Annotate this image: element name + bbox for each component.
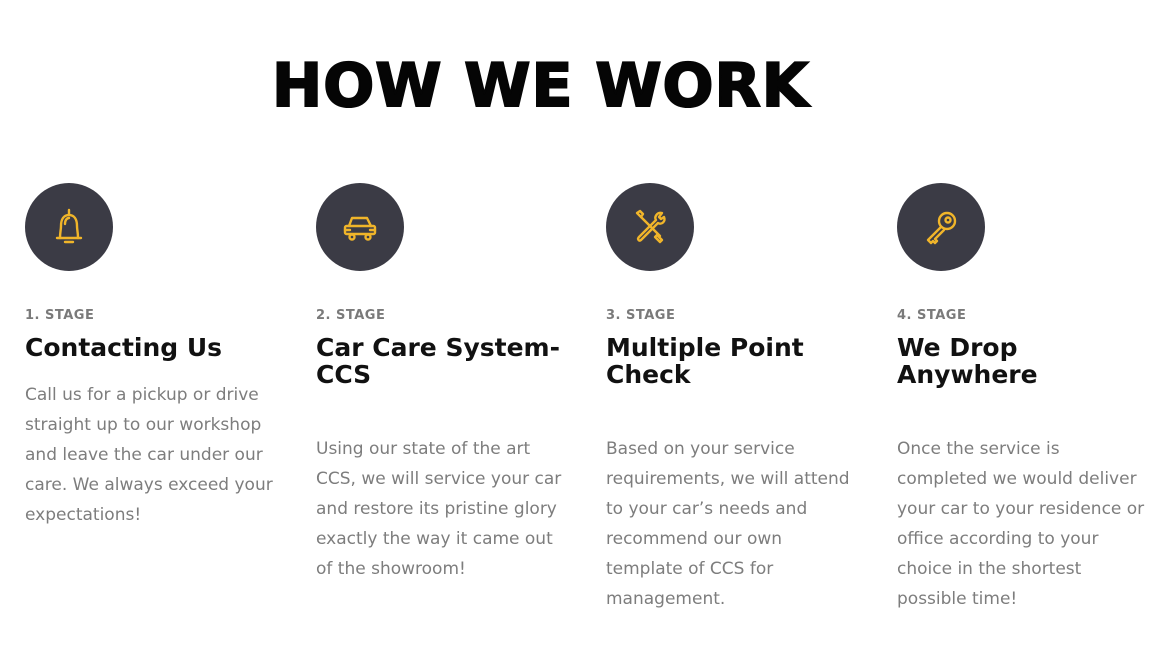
bell-icon	[55, 208, 83, 244]
stage-description: Based on your service requirements, we w…	[606, 439, 850, 609]
stage-icon-circle	[897, 183, 985, 271]
stage-icon-circle	[316, 183, 404, 271]
stage-card-point-check: 3. STAGE Multiple Point Check Based on y…	[606, 183, 861, 614]
stage-title: Multiple Point Check	[606, 333, 804, 389]
stage-card-contacting: 1. STAGE Contacting Us Call us for a pic…	[25, 183, 280, 530]
stage-description: Once the service is completed we would d…	[897, 439, 1145, 609]
stage-number: 3. STAGE	[606, 308, 676, 323]
stage-title: Car Care System-CCS	[316, 333, 560, 389]
stage-number: 2. STAGE	[316, 308, 386, 323]
stage-card-drop: 4. STAGE We Drop Anywhere Once the servi…	[897, 183, 1152, 614]
stage-description: Call us for a pickup or drive straight u…	[25, 385, 273, 525]
car-icon	[343, 216, 377, 241]
section-title: HOW WE WORK	[271, 51, 810, 121]
stage-icon-circle	[25, 183, 113, 271]
stage-number: 1. STAGE	[25, 308, 95, 323]
stage-card-car-care: 2. STAGE Car Care System-CCS Using our s…	[316, 183, 571, 584]
key-icon	[926, 211, 957, 245]
stage-icon-circle	[606, 183, 694, 271]
stage-title: We Drop Anywhere	[897, 333, 1038, 389]
stage-description: Using our state of the art CCS, we will …	[316, 439, 562, 579]
stage-title: Contacting Us	[25, 333, 223, 362]
stage-number: 4. STAGE	[897, 308, 967, 323]
tools-icon	[635, 209, 666, 244]
